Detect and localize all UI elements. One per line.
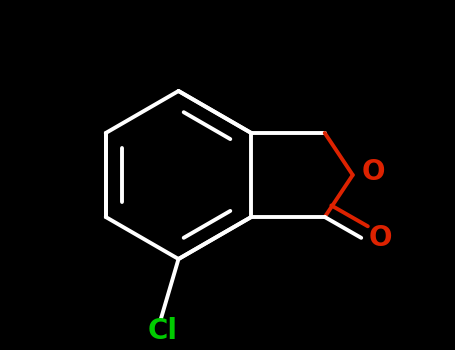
Text: O: O xyxy=(369,224,392,252)
Text: Cl: Cl xyxy=(148,317,178,345)
Text: O: O xyxy=(361,158,385,186)
